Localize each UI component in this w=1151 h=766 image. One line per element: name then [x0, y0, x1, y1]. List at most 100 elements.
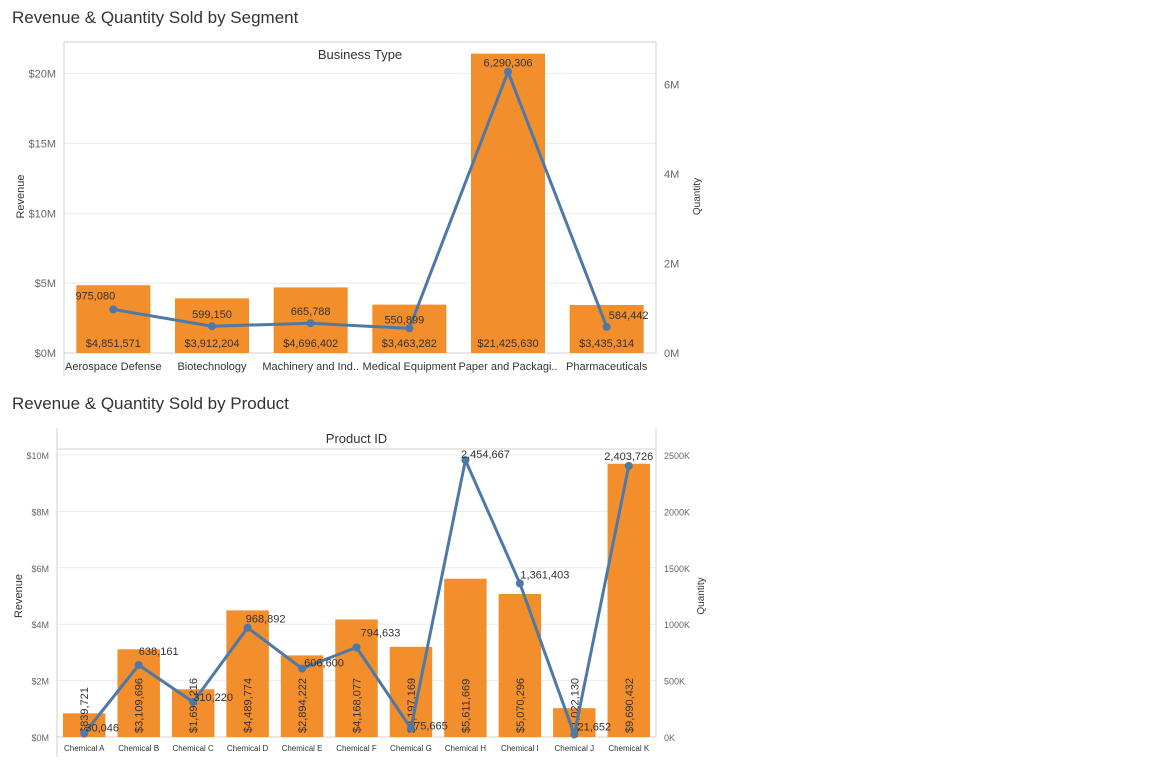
revenue-label: $5,070,296	[515, 678, 527, 733]
revenue-bar	[76, 285, 151, 353]
category-label: Chemical D	[227, 744, 269, 753]
y2-axis-title: Quantity	[696, 577, 707, 614]
revenue-label: $3,197,169	[406, 678, 418, 733]
quantity-point	[570, 730, 579, 739]
y2-tick-label: 2000K	[664, 507, 690, 517]
y2-tick-label: 2500K	[664, 451, 690, 461]
category-label: Chemical G	[390, 744, 432, 753]
quantity-point	[243, 623, 252, 632]
quantity-label: 21,652	[577, 722, 611, 734]
y2-tick-label: 6M	[664, 80, 679, 92]
revenue-label: $4,168,077	[352, 678, 364, 733]
quantity-label: 310,220	[193, 692, 233, 704]
quantity-label: 794,633	[361, 627, 401, 639]
revenue-label: $3,912,204	[184, 338, 239, 350]
quantity-line	[113, 70, 609, 330]
quantity-point	[602, 322, 611, 331]
y-tick-label: $6M	[31, 564, 49, 574]
revenue-label: $21,425,630	[477, 338, 538, 350]
category-label: Machinery and Ind..	[262, 361, 359, 373]
y2-axis-title: Quantity	[692, 178, 703, 215]
category-label: Chemical I	[501, 744, 539, 753]
quantity-label: 665,788	[291, 306, 331, 318]
revenue-bar	[444, 578, 487, 737]
y2-tick-label: 500K	[664, 677, 685, 687]
category-label: Biotechnology	[177, 361, 247, 373]
quantity-point	[461, 456, 470, 465]
quantity-point	[352, 643, 361, 652]
category-label: Chemical H	[445, 744, 487, 753]
revenue-bar	[171, 689, 215, 737]
quantity-label: 638,161	[139, 646, 179, 658]
quantity-point	[515, 579, 524, 588]
column-header: Business Type	[318, 47, 402, 62]
quantity-label: 550,899	[384, 314, 424, 326]
quantity-label: 606,600	[304, 658, 344, 670]
quantity-label: 75,665	[414, 720, 448, 732]
y-tick-label: $8M	[31, 507, 49, 517]
quantity-label: 2,403,726	[604, 451, 653, 463]
revenue-bar	[335, 619, 378, 737]
category-label: Aerospace Defense	[65, 361, 162, 373]
y2-tick-label: 4M	[664, 169, 679, 181]
quantity-point	[109, 305, 118, 314]
revenue-label: $2,894,222	[297, 678, 309, 733]
y2-tick-label: 0M	[664, 348, 679, 360]
quantity-point	[134, 661, 143, 670]
y2-tick-label: 1500K	[664, 564, 690, 574]
category-label: Pharmaceuticals	[566, 361, 648, 373]
y2-tick-label: 1000K	[664, 620, 690, 630]
y-tick-label: $2M	[31, 677, 49, 687]
y-tick-label: $0M	[35, 348, 56, 360]
category-label: Chemical K	[608, 744, 650, 753]
y2-tick-label: 0K	[664, 733, 675, 743]
revenue-label: $4,851,571	[86, 338, 141, 350]
revenue-label: $5,611,669	[460, 679, 472, 733]
y-tick-label: $15M	[28, 138, 56, 150]
quantity-point	[298, 664, 307, 673]
y-tick-label: $0M	[31, 733, 49, 743]
segment-chart-title: Revenue & Quantity Sold by Segment	[12, 8, 299, 27]
quantity-label: 968,892	[246, 614, 286, 626]
revenue-label: $3,435,314	[579, 338, 634, 350]
quantity-label: 30,046	[85, 723, 119, 735]
quantity-label: 975,080	[75, 290, 115, 302]
revenue-label: $9,690,432	[624, 678, 636, 733]
category-label: Chemical J	[555, 744, 595, 753]
quantity-point	[406, 724, 415, 733]
quantity-label: 1,361,403	[520, 569, 569, 581]
category-label: Chemical E	[282, 744, 323, 753]
quantity-label: 599,150	[192, 309, 232, 321]
y-axis-title: Revenue	[13, 574, 25, 618]
revenue-label: $4,489,774	[243, 678, 255, 733]
revenue-bar	[607, 463, 651, 737]
category-label: Medical Equipment	[363, 361, 457, 373]
product-chart-title: Revenue & Quantity Sold by Product	[12, 394, 289, 413]
y-tick-label: $10M	[28, 208, 56, 220]
quantity-point	[504, 67, 512, 76]
quantity-label: 2,454,667	[461, 449, 510, 461]
revenue-label: $839,721	[79, 687, 91, 733]
revenue-label: $3,463,282	[382, 338, 437, 350]
y-tick-label: $4M	[31, 620, 49, 630]
category-label: Chemical B	[118, 744, 159, 753]
category-label: Chemical C	[172, 744, 214, 753]
column-header: Product ID	[326, 431, 387, 446]
revenue-label: $4,696,402	[283, 338, 338, 350]
category-label: Paper and Packagi..	[458, 361, 557, 373]
quantity-label: 584,442	[609, 310, 649, 322]
revenue-bar	[471, 53, 545, 353]
revenue-label: $3,109,696	[134, 678, 146, 733]
y-tick-label: $5M	[35, 278, 56, 290]
quantity-point	[405, 324, 414, 333]
category-label: Chemical F	[336, 744, 377, 753]
quantity-point	[80, 729, 89, 738]
quantity-point	[208, 322, 216, 331]
y-axis-title: Revenue	[15, 174, 27, 218]
y-tick-label: $20M	[28, 69, 56, 81]
category-label: Chemical A	[64, 744, 105, 753]
quantity-label: 6,290,306	[484, 58, 533, 70]
revenue-bar	[498, 594, 542, 737]
